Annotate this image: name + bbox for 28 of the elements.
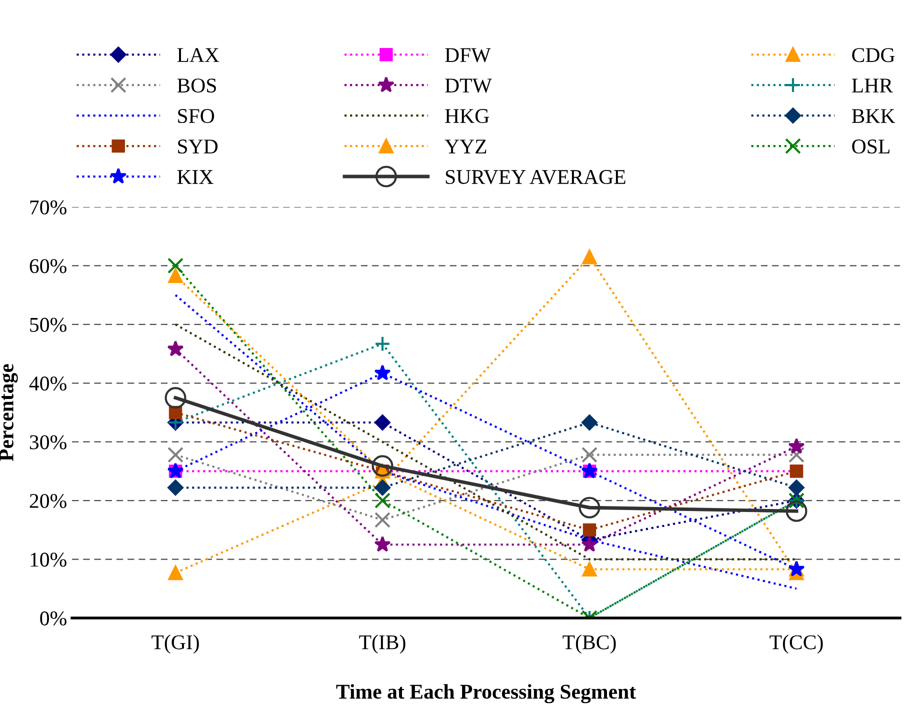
- legend-label: CDG: [852, 48, 895, 62]
- y-axis-title: Percentage: [0, 364, 18, 462]
- y-tick-label: 10%: [30, 552, 66, 567]
- legend-label: LAX: [177, 48, 220, 62]
- legend-label: YYZ: [444, 140, 486, 154]
- y-tick-label: 60%: [30, 259, 66, 274]
- y-tick-label: 30%: [30, 435, 66, 450]
- y-tick-label: 40%: [29, 376, 66, 391]
- x-tick-label: T(IB): [359, 634, 406, 654]
- legend-label: HKG: [445, 109, 489, 124]
- legend-label: SFO: [178, 109, 214, 124]
- y-tick-label: 20%: [30, 494, 66, 508]
- legend-label: BKK: [852, 109, 896, 123]
- y-tick-label: 0%: [40, 611, 66, 626]
- y-tick-label: 70%: [30, 200, 66, 214]
- legend-label: SURVEY AVERAGE: [446, 170, 626, 184]
- x-tick-label: T(GI): [152, 634, 199, 654]
- legend-label: OSL: [852, 140, 890, 154]
- y-tick-label: 50%: [30, 318, 66, 332]
- legend-label: LHR: [852, 78, 893, 92]
- x-tick-label: T(CC): [770, 634, 823, 654]
- x-axis-title: Time at Each Processing Segment: [336, 684, 636, 704]
- x-tick-label: T(BC): [562, 634, 616, 654]
- legend-label: KIX: [177, 170, 214, 184]
- legend-label: DTW: [445, 78, 492, 93]
- legend-label: SYD: [178, 140, 218, 154]
- legend-label: BOS: [177, 78, 216, 93]
- legend-label: DFW: [445, 48, 491, 62]
